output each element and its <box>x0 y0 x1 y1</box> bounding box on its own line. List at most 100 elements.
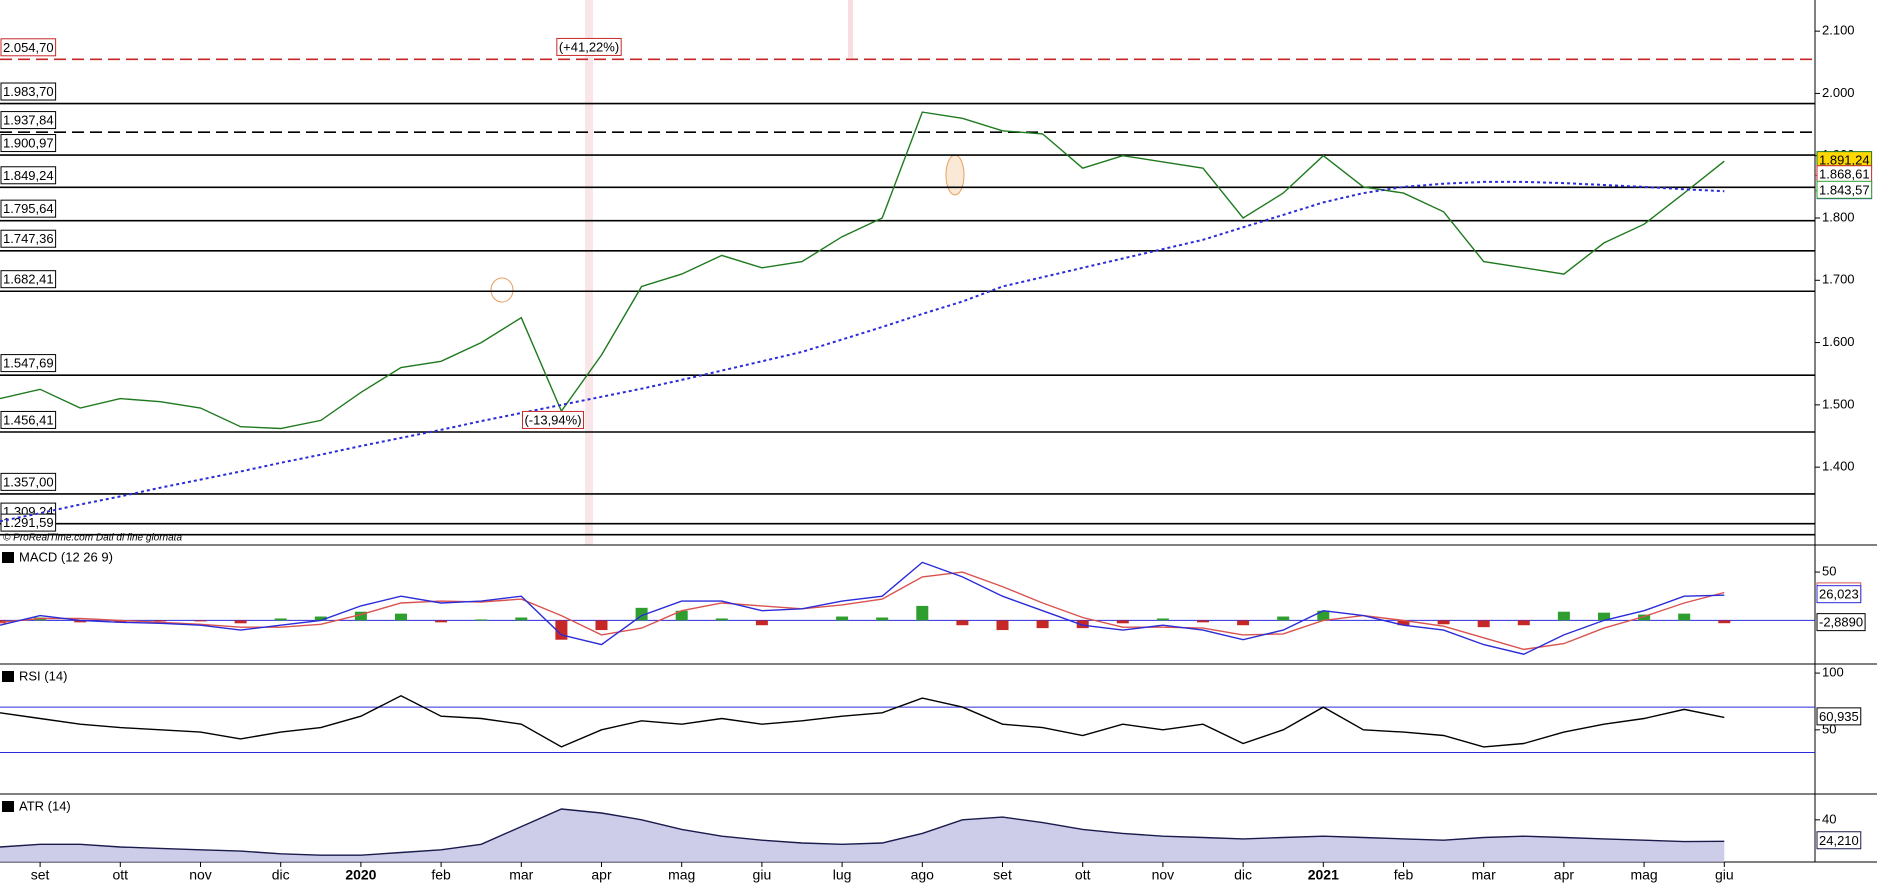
area <box>0 809 1725 862</box>
x-tick-label: giu <box>753 867 772 883</box>
histogram-bar <box>1598 612 1610 621</box>
series-line <box>0 808 1725 856</box>
histogram-bar <box>1397 620 1410 626</box>
y-tick-label: 50 <box>1822 564 1836 579</box>
histogram-bar <box>1116 620 1129 624</box>
histogram-bar <box>274 618 287 621</box>
pattern-marker <box>490 277 514 303</box>
y-tick-label: 1.800 <box>1822 209 1855 224</box>
level-label: 1.682,41 <box>3 272 54 287</box>
level-label: 1.849,24 <box>3 168 54 183</box>
series-line <box>0 180 1725 523</box>
y-tick-label: 100 <box>1822 665 1844 680</box>
histogram-bar <box>515 617 528 621</box>
last-value-label: 24,210 <box>1819 833 1859 848</box>
y-tick-label: 40 <box>1822 811 1836 826</box>
x-tick-label: 2021 <box>1308 867 1339 883</box>
x-tick-label: mar <box>1472 867 1496 883</box>
level-label: 1.795,64 <box>3 201 54 216</box>
level-label: 2.054,70 <box>3 40 54 55</box>
histogram-bar <box>675 610 688 621</box>
histogram-bar <box>1197 620 1209 623</box>
last-value-label-box <box>1816 613 1866 632</box>
level-label-box <box>0 410 57 429</box>
histogram-bar <box>836 616 849 621</box>
last-value-label: -2,8890 <box>1819 615 1863 630</box>
annotation: (-13,94%) <box>524 412 581 427</box>
level-label: 1.747,36 <box>3 231 54 246</box>
histogram-bar <box>1036 620 1049 629</box>
x-tick-label: 2020 <box>345 867 376 883</box>
level-label-box <box>0 166 57 185</box>
histogram-bar <box>314 616 327 621</box>
marker-label-box <box>1816 180 1873 199</box>
x-tick-label: feb <box>431 867 451 883</box>
histogram-bar <box>555 620 568 640</box>
x-tick-label: apr <box>591 867 612 883</box>
level-label-box <box>0 270 57 289</box>
histogram-bar <box>154 620 167 622</box>
histogram-bar <box>996 620 1009 631</box>
level-label-box <box>0 82 57 101</box>
x-tick-label: lug <box>833 867 852 883</box>
x-tick-label: dic <box>1234 867 1252 883</box>
x-tick-label: giu <box>1715 867 1734 883</box>
marker-label: 1.843,57 <box>1819 182 1870 197</box>
x-tick-label: nov <box>189 867 212 883</box>
panel-title: RSI (14) <box>19 668 67 683</box>
annotation-box <box>521 410 585 429</box>
panel-title: MACD (12 26 9) <box>19 549 113 564</box>
histogram-bar <box>74 620 87 623</box>
y-tick-label: 1.400 <box>1822 459 1855 474</box>
histogram-bar <box>1317 610 1330 621</box>
marker-label: 1.868,61 <box>1819 167 1870 182</box>
x-tick-label: mag <box>1630 867 1657 883</box>
x-tick-label: apr <box>1554 867 1575 883</box>
last-value-label-box <box>1816 831 1862 850</box>
histogram-bar <box>1437 620 1450 625</box>
highlight-band <box>848 0 853 58</box>
last-value-label: 1.891,24 <box>1819 153 1870 168</box>
level-label-box <box>0 472 57 491</box>
level-label-box <box>0 38 57 57</box>
last-value-label-box <box>1816 707 1862 726</box>
x-tick-label: dic <box>272 867 290 883</box>
level-label: 1.547,69 <box>3 356 54 371</box>
x-tick-label: mag <box>668 867 695 883</box>
y-tick-label: 1.500 <box>1822 396 1855 411</box>
level-label: 1.900,97 <box>3 136 54 151</box>
histogram-bar <box>1638 614 1651 621</box>
x-tick-label: ago <box>911 867 935 883</box>
level-label: 1.937,84 <box>3 113 54 128</box>
histogram-bar <box>876 617 889 621</box>
panel-icon <box>2 801 14 812</box>
histogram-bar <box>1156 618 1169 621</box>
histogram-bar <box>1517 620 1530 626</box>
level-label: 1.983,70 <box>3 84 54 99</box>
y-tick-label: 1.600 <box>1822 334 1855 349</box>
annotation: (+41,22%) <box>559 39 619 54</box>
panel-title: ATR (14) <box>19 798 71 813</box>
histogram-bar <box>1718 620 1731 624</box>
histogram-bar <box>475 619 488 621</box>
level-label-box <box>0 354 57 373</box>
x-tick-label: ott <box>113 867 129 883</box>
histogram-bar <box>595 620 608 631</box>
histogram-bar <box>194 620 207 622</box>
histogram-bar <box>1277 616 1290 621</box>
level-label-box <box>0 199 57 218</box>
level-label: 1.291,59 <box>3 515 54 530</box>
histogram-bar <box>1678 613 1691 621</box>
last-value-label: 26,023 <box>1819 587 1859 602</box>
last-value-label-box <box>1816 585 1862 604</box>
highlight-band <box>585 0 593 545</box>
histogram-bar <box>916 605 929 621</box>
x-tick-label: feb <box>1394 867 1414 883</box>
level-label-box <box>0 229 57 248</box>
histogram-bar <box>1076 620 1089 629</box>
last-value-label: 60,935 <box>1819 709 1859 724</box>
x-tick-label: set <box>993 867 1012 883</box>
panel-icon <box>2 671 14 682</box>
